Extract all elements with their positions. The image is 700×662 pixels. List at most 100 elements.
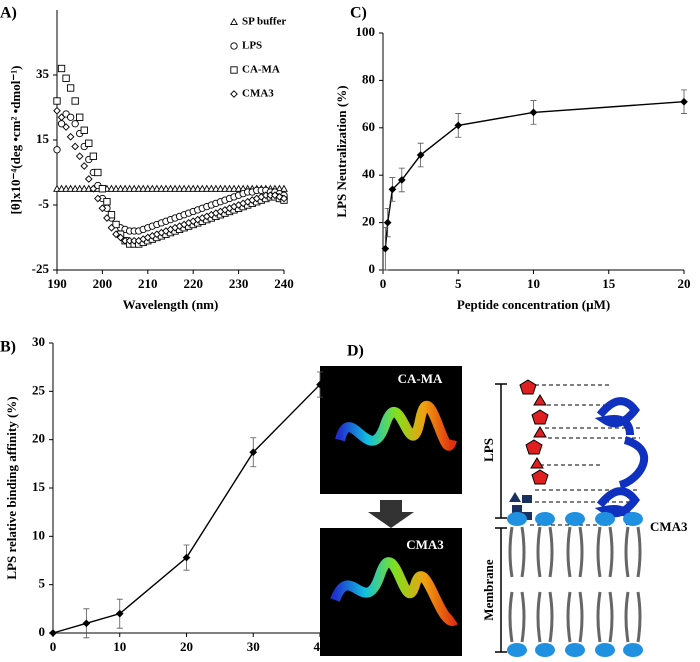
panel-label: B): [0, 339, 16, 356]
point: [388, 185, 397, 194]
legend-label: CA-MA: [242, 64, 280, 76]
diagram: D) CA-MA CMA3 LPS Membrane CMA3: [320, 343, 688, 657]
marker: [189, 184, 198, 192]
point: [454, 121, 463, 130]
y-tick-label: 25: [32, 382, 46, 397]
x-tick-label: 30: [247, 639, 260, 654]
marker: [53, 97, 61, 105]
point: [416, 151, 425, 159]
marker: [234, 184, 243, 192]
y-axis-label: [θ]x10⁻⁴(deg •cm² •dmol⁻¹): [8, 66, 23, 215]
marker: [280, 184, 288, 192]
marker: [71, 142, 79, 151]
y-tick-label: 20: [32, 431, 45, 446]
y-axis-label: LPS Neutralization (%): [334, 85, 349, 217]
marker: [103, 198, 111, 206]
marker: [171, 184, 180, 192]
marker: [275, 193, 284, 201]
marker: [198, 184, 207, 192]
marker: [221, 184, 229, 192]
y-tick-label: 30: [32, 334, 45, 349]
marker: [143, 184, 152, 192]
point: [115, 609, 124, 618]
y-tick-label: 5: [39, 576, 46, 591]
marker: [180, 184, 189, 192]
marker: [175, 184, 184, 192]
point: [249, 448, 258, 457]
marker: [94, 168, 102, 177]
marker: [80, 184, 89, 192]
line: [384, 101, 685, 249]
marker: [116, 184, 125, 192]
point: [82, 619, 91, 628]
line: [52, 384, 321, 634]
x-axis-label: Wavelength (nm): [123, 297, 219, 312]
marker: [161, 184, 170, 192]
peptide-helix: [594, 397, 649, 526]
image-label: CA-MA: [398, 371, 443, 386]
legend-label: SP buffer: [242, 16, 286, 28]
marker: [80, 162, 89, 170]
x-tick-label: 15: [602, 276, 616, 291]
marker: [57, 113, 66, 122]
marker: [230, 184, 239, 192]
marker: [62, 123, 70, 131]
lps-core: [509, 492, 532, 520]
point: [529, 108, 538, 117]
marker: [103, 214, 111, 222]
y-tick-label: 10: [32, 527, 45, 542]
marker: [98, 185, 107, 193]
marker: [66, 132, 75, 141]
marker: [75, 152, 84, 161]
marker: [207, 184, 216, 192]
panel-label: C): [350, 5, 367, 22]
x-tick-label: 200: [93, 276, 113, 291]
marker: [80, 126, 88, 134]
marker: [116, 233, 125, 242]
marker: [152, 184, 161, 192]
x-tick-label: 20: [180, 639, 193, 654]
marker: [89, 184, 98, 193]
legend-marker: [230, 66, 238, 74]
marker: [71, 120, 79, 128]
marker: [193, 184, 202, 192]
marker: [98, 204, 107, 213]
y-tick-label: 20: [362, 214, 375, 229]
x-tick-label: 10: [527, 276, 540, 291]
legend-marker: [230, 90, 238, 98]
marker: [53, 106, 61, 115]
point: [381, 244, 390, 253]
x-axis-label: Peptide concentration (µM): [457, 297, 610, 312]
legend-marker: [230, 17, 238, 26]
x-tick-label: 40: [314, 639, 327, 654]
marker: [66, 184, 75, 192]
membrane-label: Membrane: [481, 559, 496, 621]
marker: [76, 113, 84, 121]
lipid-heads: [507, 512, 643, 657]
panel-label: D): [347, 343, 364, 360]
marker: [85, 139, 93, 147]
marker: [107, 211, 116, 219]
y-tick-label: 100: [356, 24, 376, 39]
x-tick-label: 240: [274, 276, 294, 291]
x-axis-label: Peptide concentration (µg/ml): [104, 660, 270, 662]
marker: [75, 184, 84, 192]
marker: [66, 84, 75, 92]
y-tick-label: -5: [38, 196, 49, 211]
x-tick-label: 20: [678, 276, 691, 291]
marker: [184, 184, 193, 192]
legend-marker: [230, 42, 238, 50]
legend-label: CMA3: [242, 88, 274, 100]
marker: [62, 184, 71, 192]
x-tick-label: 0: [50, 639, 57, 654]
marker: [202, 184, 211, 192]
x-tick-label: 5: [455, 276, 462, 291]
marker: [166, 184, 175, 192]
marker: [62, 74, 70, 82]
y-tick-label: 60: [362, 119, 375, 134]
y-tick-label: 40: [362, 166, 375, 181]
lps-label: LPS: [481, 438, 496, 462]
marker: [94, 194, 102, 203]
y-tick-label: 15: [32, 479, 46, 494]
